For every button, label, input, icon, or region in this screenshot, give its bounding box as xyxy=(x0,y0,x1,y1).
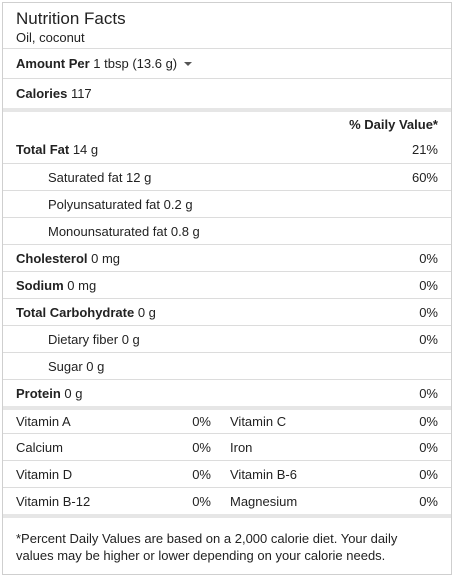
food-name: Oil, coconut xyxy=(16,30,85,45)
nutrient-amount: 14 g xyxy=(72,142,99,157)
chevron-down-icon xyxy=(184,62,193,66)
daily-value-header: % Daily Value* xyxy=(3,108,451,136)
nutrient-row-total-carbohydrate: Total Carbohydrate 0 g 0% xyxy=(3,298,451,325)
nutrient-amount: 0 mg xyxy=(91,250,121,266)
nutrient-label: Total Carbohydrate xyxy=(16,304,135,320)
nutrient-label: Monounsaturated fat 0.8 g xyxy=(48,223,200,239)
nutrient-percent: 60% xyxy=(411,169,438,185)
vitamin-percent: 0% xyxy=(192,439,211,455)
nutrient-percent: 0% xyxy=(419,277,438,293)
nutrient-label: Sodium xyxy=(16,277,64,293)
vitamin-name: Magnesium xyxy=(230,493,298,509)
vitamin-name: Calcium xyxy=(16,439,63,455)
vitamin-percent: 0% xyxy=(192,414,211,429)
vitamin-name: Vitamin B-12 xyxy=(16,493,91,509)
calories-row: Calories 117 xyxy=(3,78,451,108)
nutrient-label: Total Fat xyxy=(16,142,70,157)
serving-size-dropdown[interactable]: 1 tbsp (13.6 g) xyxy=(93,56,193,71)
nutrient-label: Dietary fiber 0 g xyxy=(48,331,140,347)
vitamin-row: Vitamin B-12 0% Magnesium 0% xyxy=(3,487,451,514)
nutrient-percent: 21% xyxy=(411,142,438,157)
nutrient-label: Polyunsaturated fat 0.2 g xyxy=(48,196,193,212)
nutrient-label: Sugar 0 g xyxy=(48,358,105,374)
calories-value: 117 xyxy=(70,86,92,101)
vitamin-percent: 0% xyxy=(192,466,211,482)
nutrient-row-sodium: Sodium 0 mg 0% xyxy=(3,271,451,298)
amount-per-label: Amount Per xyxy=(16,56,90,71)
vitamin-percent: 0% xyxy=(419,414,438,429)
nutrient-row-protein: Protein 0 g 0% xyxy=(3,379,451,406)
daily-value-header-label: % Daily Value* xyxy=(349,116,438,132)
vitamin-name: Vitamin C xyxy=(230,414,287,429)
serving-size-value: 1 tbsp (13.6 g) xyxy=(93,56,178,71)
nutrient-row-total-fat: Total Fat 14 g 21% xyxy=(3,136,451,163)
nutrient-percent: 0% xyxy=(419,304,438,320)
vitamin-name: Iron xyxy=(230,439,253,455)
nutrient-amount: 0 mg xyxy=(67,277,97,293)
vitamin-percent: 0% xyxy=(419,439,438,455)
calories-label: Calories xyxy=(16,86,68,101)
nutrient-row-sugar: Sugar 0 g xyxy=(3,352,451,379)
nutrient-amount: 0 g xyxy=(64,385,83,401)
nutrient-label: Cholesterol xyxy=(16,250,88,266)
nutrient-row-saturated-fat: Saturated fat 12 g 60% xyxy=(3,163,451,190)
nutrient-row-cholesterol: Cholesterol 0 mg 0% xyxy=(3,244,451,271)
nutrient-row-monounsaturated-fat: Monounsaturated fat 0.8 g xyxy=(3,217,451,244)
vitamin-row: Vitamin A 0% Vitamin C 0% xyxy=(3,406,451,433)
vitamin-name: Vitamin B-6 xyxy=(230,466,297,482)
serving-row: Amount Per 1 tbsp (13.6 g) xyxy=(3,48,451,78)
nutrient-percent: 0% xyxy=(419,250,438,266)
vitamin-row: Vitamin D 0% Vitamin B-6 0% xyxy=(3,460,451,487)
vitamin-name: Vitamin D xyxy=(16,466,73,482)
nutrient-percent: 0% xyxy=(419,331,438,347)
nutrient-amount: 0 g xyxy=(137,304,156,320)
vitamin-percent: 0% xyxy=(419,466,438,482)
nutrient-row-polyunsaturated-fat: Polyunsaturated fat 0.2 g xyxy=(3,190,451,217)
nutrient-row-dietary-fiber: Dietary fiber 0 g 0% xyxy=(3,325,451,352)
panel-title: Nutrition Facts xyxy=(16,9,126,28)
daily-value-footnote: *Percent Daily Values are based on a 2,0… xyxy=(3,514,451,576)
vitamin-percent: 0% xyxy=(192,493,211,509)
nutrient-label: Saturated fat 12 g xyxy=(48,169,152,185)
vitamin-row: Calcium 0% Iron 0% xyxy=(3,433,451,460)
vitamin-percent: 0% xyxy=(419,493,438,509)
nutrient-percent: 0% xyxy=(419,385,438,401)
vitamin-name: Vitamin A xyxy=(16,414,71,429)
panel-header: Nutrition Facts Oil, coconut xyxy=(3,3,451,48)
nutrient-label: Protein xyxy=(16,385,61,401)
